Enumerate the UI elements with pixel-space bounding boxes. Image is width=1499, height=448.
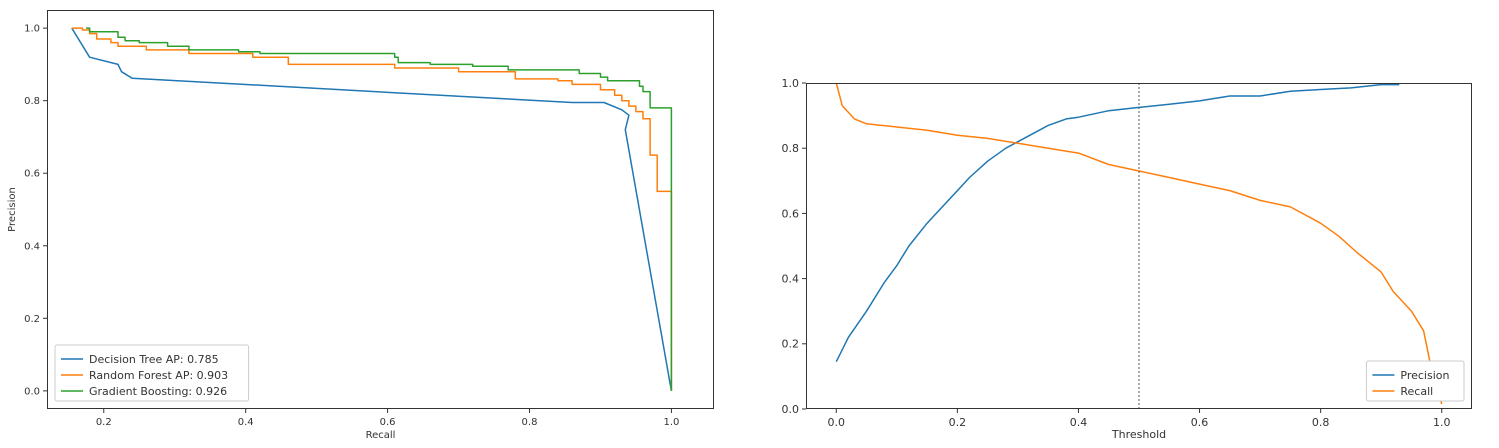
y-tick-label: 0.6: [782, 207, 800, 220]
legend-entry-decision-tree-ap-0-785: Decision Tree AP: 0.785: [89, 353, 219, 366]
legend-entry-recall: Recall: [1400, 385, 1433, 398]
y-tick-label: 0.0: [24, 386, 40, 397]
series-line-recall: [835, 83, 1443, 405]
series-line-gradient-boosting-0-926: [86, 27, 673, 391]
x-tick-label: 0.0: [828, 416, 846, 429]
y-tick-label: 0.8: [782, 142, 800, 155]
x-tick-label: 0.4: [238, 417, 254, 428]
series-line-decision-tree-ap-0-785: [71, 27, 673, 392]
plot-frame: [47, 10, 714, 409]
y-tick-label: 1.0: [782, 77, 800, 90]
legend: Decision Tree AP: 0.785 Random Forest AP:…: [54, 344, 250, 402]
x-tick-label: 0.2: [949, 416, 967, 429]
x-tick-label: 1.0: [1433, 416, 1451, 429]
series-line-random-forest-ap-0-903: [71, 27, 673, 391]
x-tick-label: 0.4: [1070, 416, 1088, 429]
chart-2: 0.0 0.2 0.4 0.6 0.8 1.0 0.0 0.2 0.4 0.6 0.8 1.0 Thre…: [782, 77, 1472, 441]
y-tick-label: 0.6: [24, 169, 40, 180]
y-tick-label: 0.4: [24, 241, 40, 252]
legend-entry-gradient-boosting-0-926: Gradient Boosting: 0.926: [89, 385, 227, 398]
legend-entry-precision: Precision: [1400, 369, 1449, 382]
y-tick-label: 0.8: [24, 96, 40, 107]
y-axis-label: Precision: [7, 187, 18, 232]
y-tick-label: 0.4: [782, 272, 800, 285]
y-tick-label: 0.2: [24, 314, 40, 325]
x-axis-label: Threshold: [1111, 428, 1166, 441]
y-tick-label: 0.2: [782, 338, 800, 351]
legend-box: [54, 344, 250, 402]
x-tick-label: 0.8: [1312, 416, 1330, 429]
y-tick-label: 0.0: [782, 403, 800, 416]
y-tick-label: 1.0: [24, 24, 40, 35]
x-tick-label: 0.2: [96, 417, 112, 428]
x-tick-label: 0.6: [380, 417, 396, 428]
legend: Precision Recall: [1365, 360, 1465, 402]
x-tick-label: 0.6: [1191, 416, 1209, 429]
x-axis-label: Recall: [366, 430, 396, 441]
x-tick-label: 0.8: [522, 417, 538, 428]
plot-frame: [806, 83, 1472, 409]
x-tick-label: 1.0: [663, 417, 679, 428]
legend-entry-random-forest-ap-0-903: Random Forest AP: 0.903: [89, 369, 228, 382]
series-line-precision: [835, 83, 1400, 363]
chart-1: 0.2 0.4 0.6 0.8 1.0 0.0 0.2 0.4 0.6 0.8 1.0 Recall P…: [7, 10, 714, 441]
